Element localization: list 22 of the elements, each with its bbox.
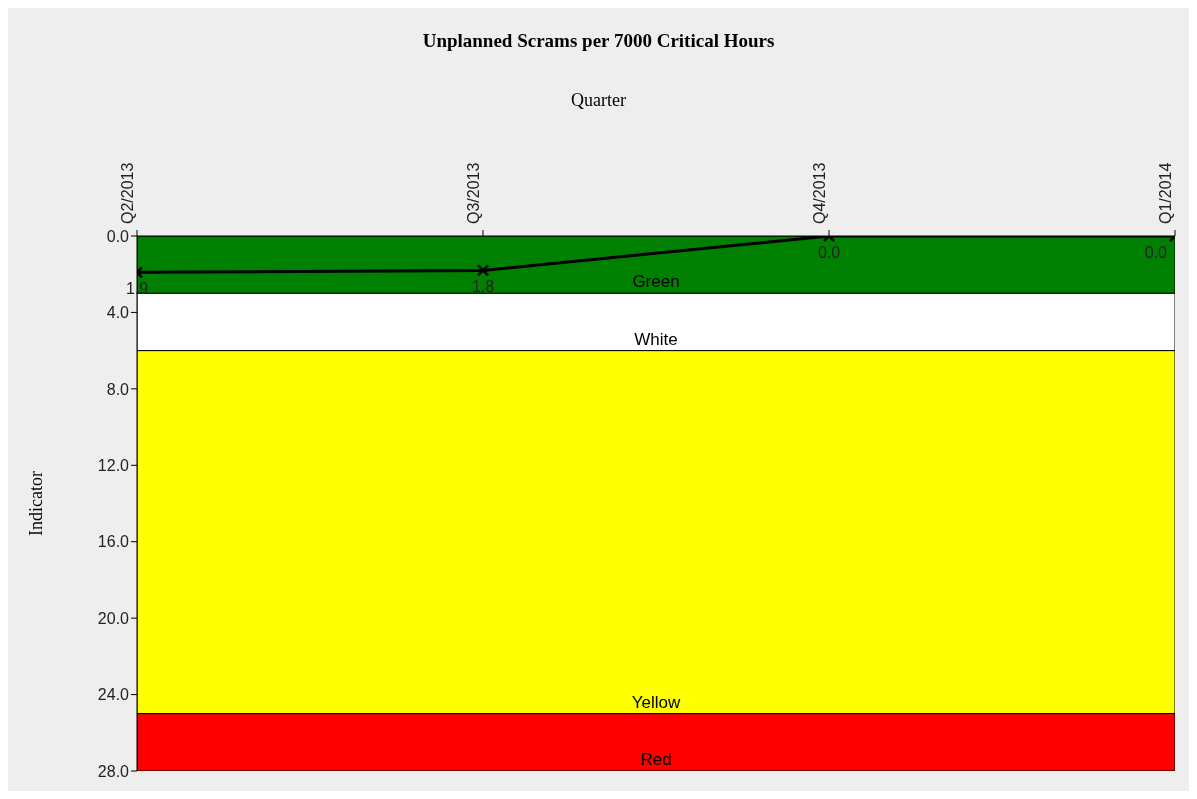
data-label: 1.8 [471,278,495,296]
y-tick-label: 24.0 [97,686,130,704]
y-tick-label: 20.0 [97,609,130,627]
y-axis-title: Indicator [26,471,47,536]
band-label: Red [640,750,672,769]
data-label: 0.0 [817,244,841,261]
y-tick-label: 0.0 [106,227,130,245]
band-label: Green [632,272,680,292]
band-label: White [634,329,678,349]
y-tick-label: 16.0 [97,533,130,551]
x-tick-label: Q1/2014 [1157,162,1174,224]
chart-title: Unplanned Scrams per 7000 Critical Hours [421,30,776,52]
y-tick-label: 28.0 [97,762,130,780]
data-label: 0.0 [1144,244,1168,261]
band-label: Yellow [631,692,681,712]
x-tick-label: Q4/2013 [811,162,828,224]
y-tick-label: 8.0 [106,380,130,398]
y-tick-label: 4.0 [106,304,130,322]
x-axis-title: Quarter [570,90,627,111]
x-tick-label: Q2/2013 [119,162,136,224]
y-tick-label: 12.0 [97,456,130,474]
x-tick-label: Q3/2013 [465,162,482,224]
